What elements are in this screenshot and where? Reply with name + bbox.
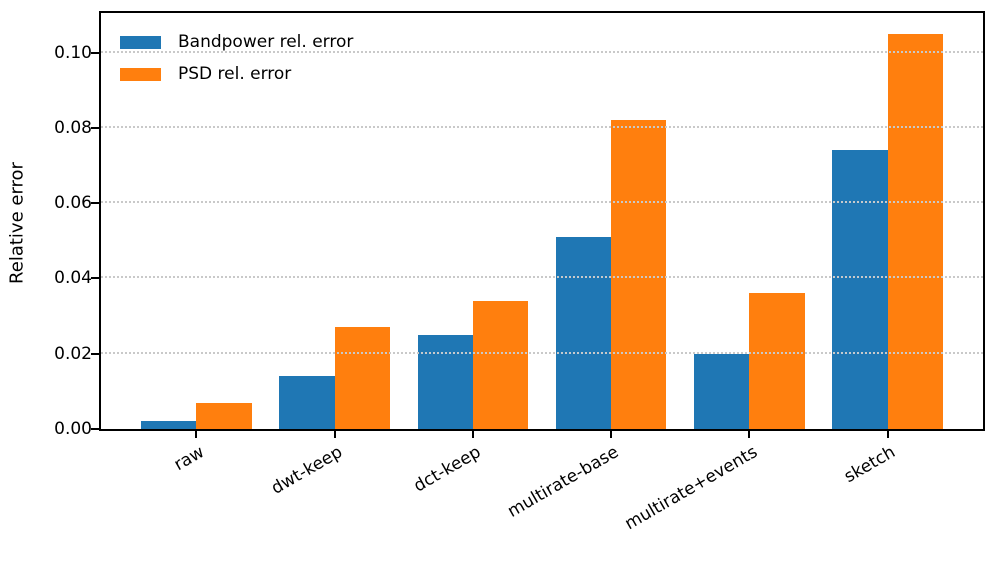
y-tick-mark (91, 202, 99, 205)
legend-swatch-bandpower (120, 36, 161, 49)
plot-inner: Bandpower rel. error PSD rel. error (101, 13, 983, 429)
legend-item-bandpower: Bandpower rel. error (120, 34, 353, 51)
y-tick-mark (91, 51, 99, 54)
x-tick-label-raw: raw (170, 442, 208, 476)
x-tick-mark (471, 431, 474, 438)
y-tick-mark (91, 352, 99, 355)
y-tick-label: 0.02 (54, 343, 92, 364)
bar-bandpower-dct-keep (417, 334, 473, 429)
x-tick-mark (748, 431, 751, 438)
x-tick-label-multirate+events: multirate+events (621, 442, 761, 535)
bar-psd-multirate-base (611, 120, 667, 429)
bar-psd-dwt-keep (334, 327, 390, 429)
bar-psd-sketch (887, 33, 943, 429)
legend-label-bandpower: Bandpower rel. error (178, 32, 354, 52)
gridline (101, 201, 983, 204)
plot-area: Bandpower rel. error PSD rel. error (99, 11, 985, 431)
y-tick-label: 0.08 (54, 117, 92, 138)
x-tick-mark (333, 431, 336, 438)
x-tick-mark (610, 431, 613, 438)
x-tick-label-dwt-keep: dwt-keep (268, 442, 347, 499)
y-tick-label: 0.06 (54, 193, 92, 214)
y-tick-label: 0.00 (54, 419, 92, 439)
gridline (101, 50, 983, 53)
x-tick-label-sketch: sketch (841, 442, 900, 488)
bar-bandpower-sketch (832, 150, 888, 429)
y-tick-mark (91, 126, 99, 129)
legend-label-psd: PSD rel. error (178, 64, 292, 84)
gridline (101, 276, 983, 279)
y-tick-label: 0.04 (54, 268, 92, 289)
x-tick-label-multirate-base: multirate-base (504, 442, 623, 522)
y-tick-mark (91, 277, 99, 280)
bar-psd-raw (196, 402, 252, 429)
x-tick-label-dct-keep: dct-keep (410, 442, 485, 497)
bar-psd-multirate+events (749, 293, 805, 429)
legend-swatch-psd (120, 68, 161, 81)
bar-bandpower-dwt-keep (279, 376, 335, 429)
legend: Bandpower rel. error PSD rel. error (120, 34, 353, 83)
bar-psd-dct-keep (472, 301, 529, 429)
x-tick-mark (195, 431, 198, 438)
y-tick-mark (91, 428, 99, 430)
bar-bandpower-multirate+events (694, 353, 750, 429)
legend-item-psd: PSD rel. error (120, 66, 353, 83)
bar-bandpower-raw (141, 421, 197, 429)
gridline (101, 125, 983, 128)
x-tick-mark (886, 431, 889, 438)
y-axis-label: Relative error (6, 162, 28, 284)
gridline (101, 351, 983, 354)
bar-bandpower-multirate-base (555, 237, 612, 429)
y-tick-label: 0.10 (54, 42, 92, 63)
